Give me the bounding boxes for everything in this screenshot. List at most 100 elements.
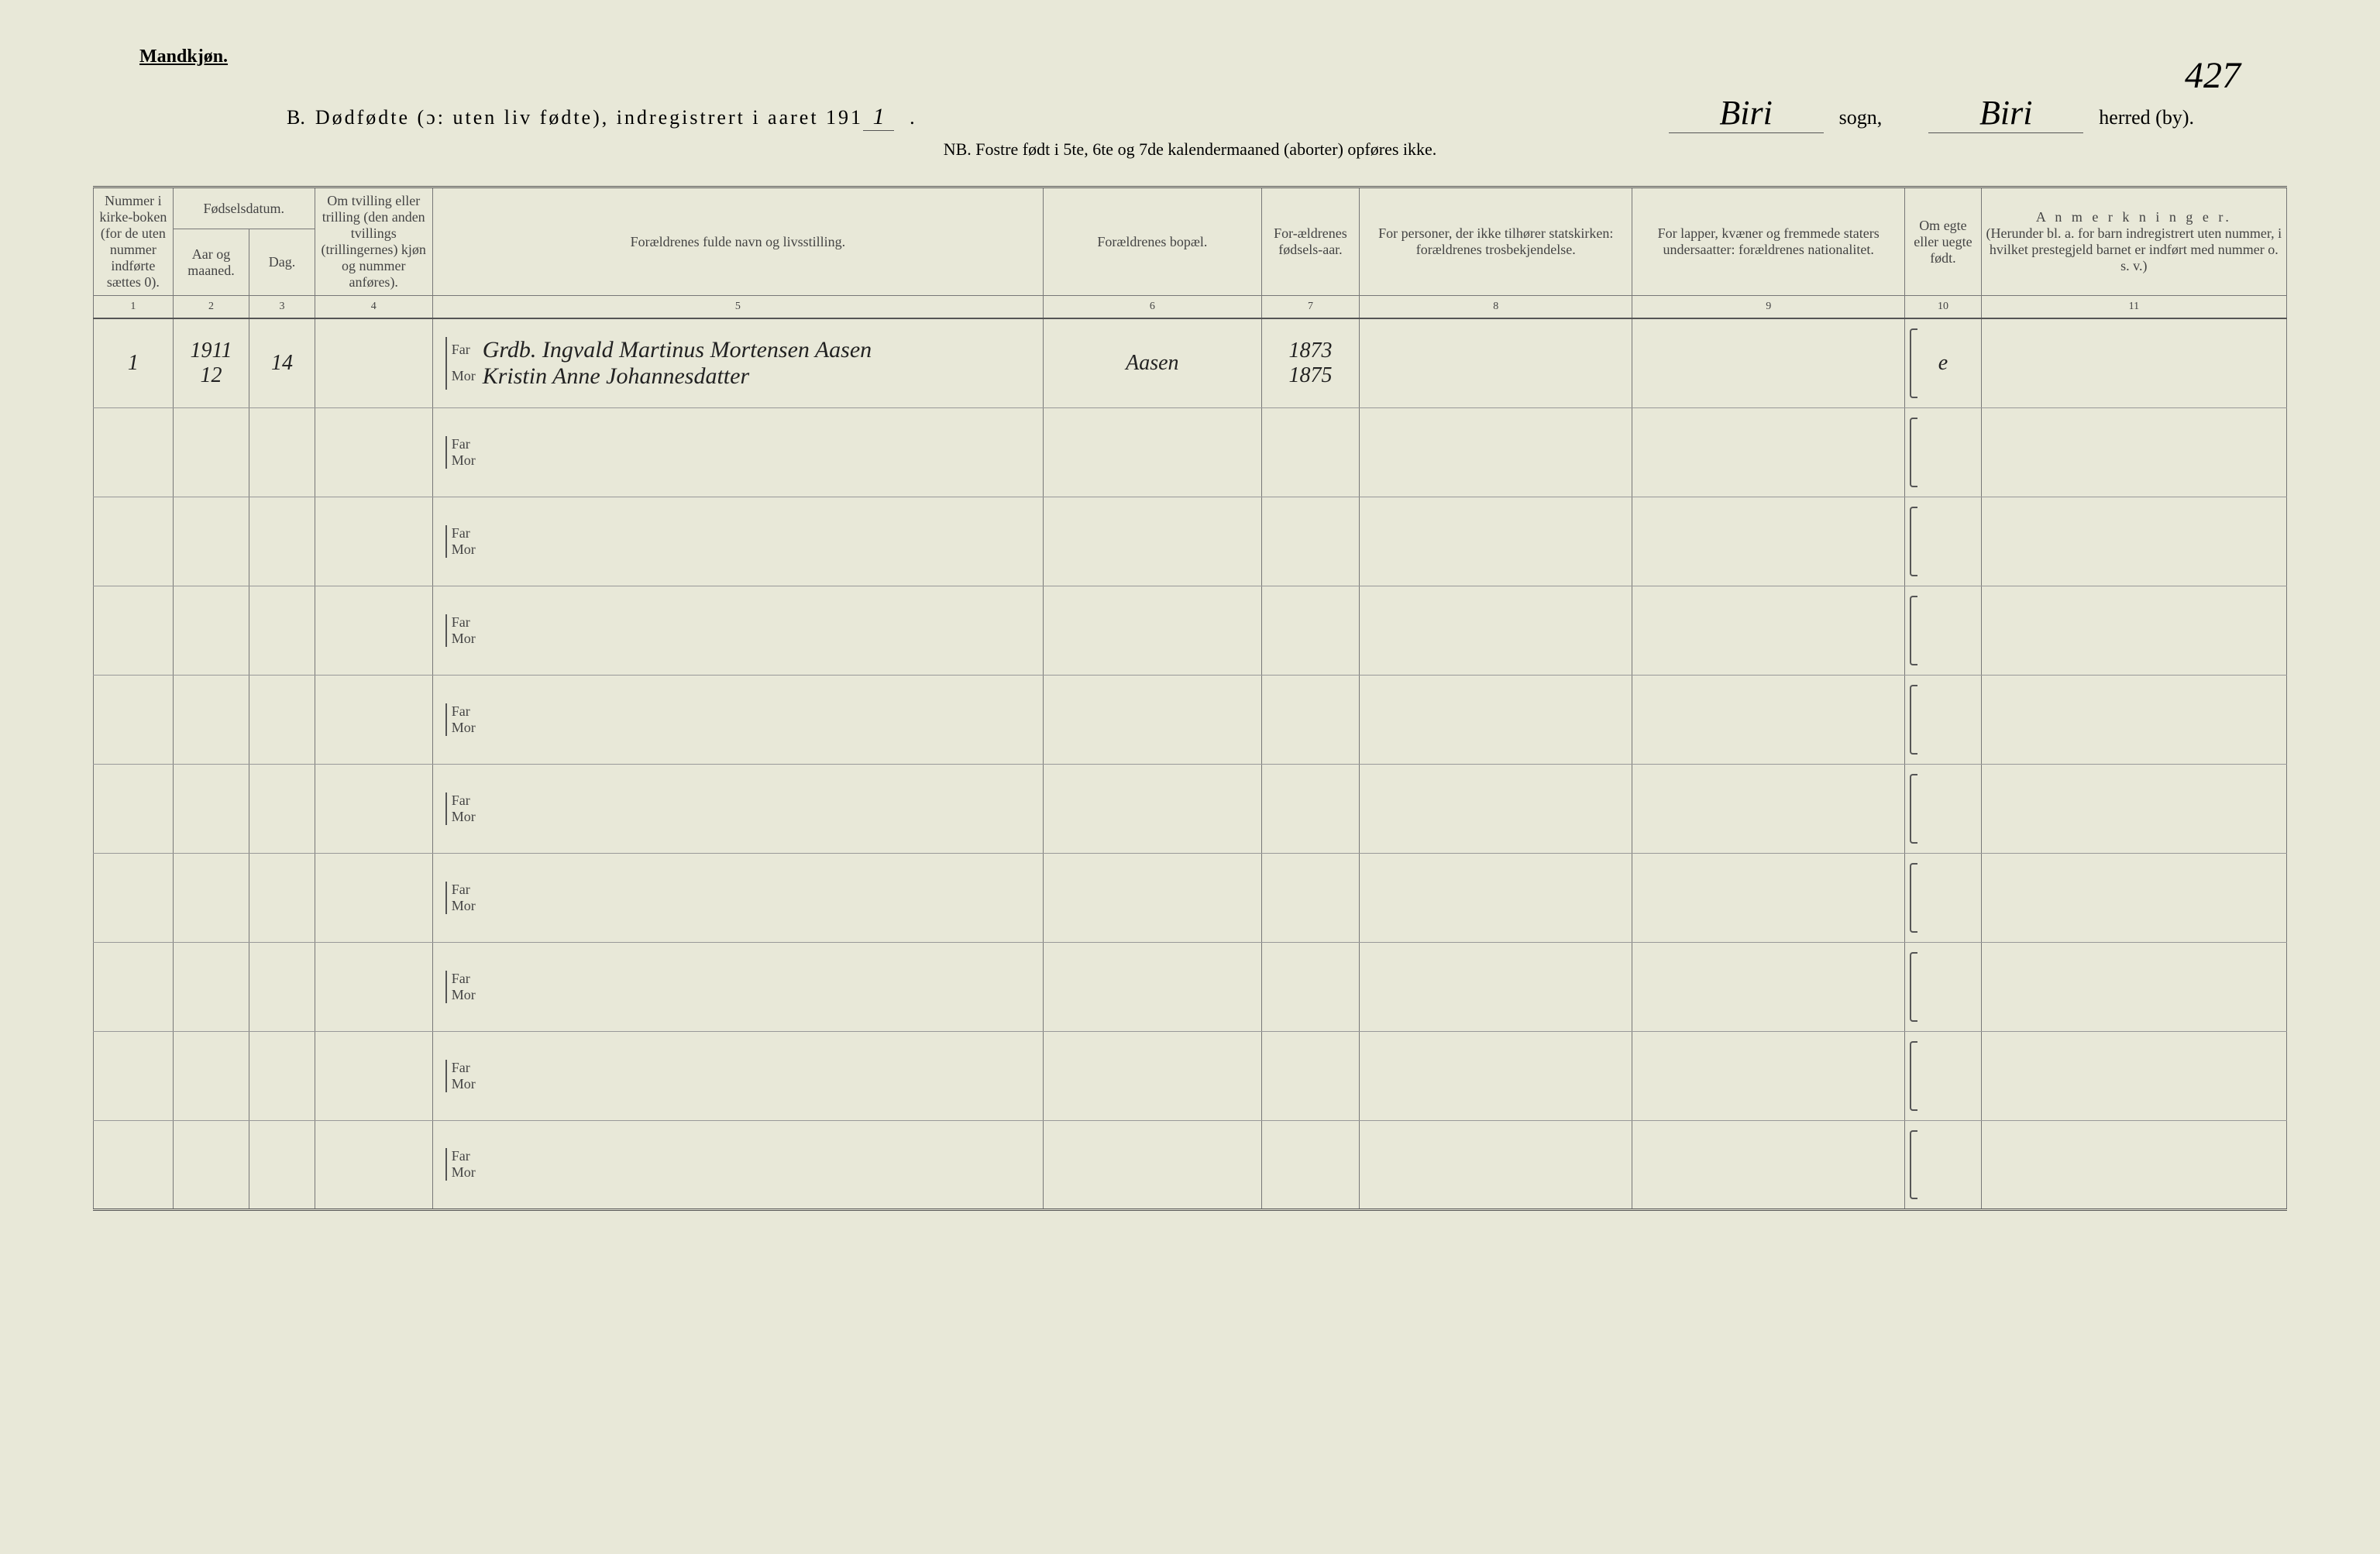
cell-num [94, 853, 174, 942]
cell-year-month [173, 942, 249, 1031]
colnum-1: 1 [94, 296, 174, 319]
cell-egte: e [1905, 318, 1982, 407]
colnum-3: 3 [249, 296, 315, 319]
colhead-fodselsdatum: Fødselsdatum. [173, 187, 315, 229]
cell-anmerk [1981, 497, 2286, 586]
cell-nationalitet [1632, 1120, 1905, 1209]
cell-year-month [173, 764, 249, 853]
cell-fodselsaar [1261, 764, 1360, 853]
cell-nationalitet [1632, 1031, 1905, 1120]
colnum-9: 9 [1632, 296, 1905, 319]
cell-tros [1360, 942, 1632, 1031]
colhead-bopael: Forældrenes bopæl. [1044, 187, 1262, 296]
cell-anmerk [1981, 764, 2286, 853]
colhead-trosbekjendelse: For personer, der ikke tilhører statskir… [1360, 187, 1632, 296]
colhead-tvilling: Om tvilling eller trilling (den anden tv… [315, 187, 432, 296]
sogn-label: sogn, [1839, 106, 1883, 129]
cell-anmerk [1981, 853, 2286, 942]
cell-day: 14 [249, 318, 315, 407]
cell-nationalitet [1632, 407, 1905, 497]
form-header: B. Dødfødte (ɔ: uten liv fødte), indregi… [287, 93, 2241, 133]
cell-egte [1905, 764, 1982, 853]
cell-anmerk [1981, 586, 2286, 675]
herred-value: Biri [1928, 93, 2083, 133]
cell-parents: Far Mor [432, 586, 1043, 675]
mor-label: Mor [452, 452, 483, 469]
cell-parents: Far Mor [432, 407, 1043, 497]
mor-label: Mor [452, 368, 483, 384]
cell-tros [1360, 1031, 1632, 1120]
mor-value: Kristin Anne Johannesdatter [483, 363, 1030, 390]
cell-num [94, 1120, 174, 1209]
table-row: Far Mor [94, 675, 2287, 764]
colhead-dag: Dag. [249, 229, 315, 296]
cell-twin [315, 586, 432, 675]
cell-twin [315, 764, 432, 853]
cell-nationalitet [1632, 853, 1905, 942]
cell-nationalitet [1632, 942, 1905, 1031]
cell-bopael [1044, 675, 1262, 764]
cell-year-month [173, 497, 249, 586]
cell-parents: Far Mor [432, 1120, 1043, 1209]
cell-year-month [173, 853, 249, 942]
cell-day [249, 853, 315, 942]
cell-bopael [1044, 942, 1262, 1031]
cell-fodselsaar [1261, 675, 1360, 764]
cell-day [249, 586, 315, 675]
cell-fodselsaar [1261, 586, 1360, 675]
cell-nationalitet [1632, 497, 1905, 586]
cell-num [94, 675, 174, 764]
cell-fodselsaar [1261, 407, 1360, 497]
herred-label: herred (by). [2099, 106, 2194, 129]
cell-year-month: 1911 12 [173, 318, 249, 407]
cell-anmerk [1981, 1120, 2286, 1209]
cell-parents: Far Mor [432, 1031, 1043, 1120]
mor-label: Mor [452, 809, 483, 825]
colnum-4: 4 [315, 296, 432, 319]
page-number: 427 [2185, 54, 2241, 97]
cell-bopael [1044, 853, 1262, 942]
cell-nationalitet [1632, 764, 1905, 853]
cell-twin [315, 1120, 432, 1209]
cell-twin [315, 942, 432, 1031]
cell-twin [315, 497, 432, 586]
colhead-foreldre-navn: Forældrenes fulde navn og livsstilling. [432, 187, 1043, 296]
table-row: Far Mor [94, 853, 2287, 942]
cell-nationalitet [1632, 586, 1905, 675]
colnum-6: 6 [1044, 296, 1262, 319]
cell-tros [1360, 764, 1632, 853]
table-row: 1 1911 12 14 Far Grdb. Ingvald Martinus … [94, 318, 2287, 407]
cell-egte [1905, 675, 1982, 764]
cell-num [94, 586, 174, 675]
cell-nationalitet [1632, 318, 1905, 407]
cell-num [94, 764, 174, 853]
gender-label: Mandkjøn. [139, 46, 228, 67]
cell-parents: Far Mor [432, 675, 1043, 764]
cell-anmerk [1981, 942, 2286, 1031]
cell-egte [1905, 1120, 1982, 1209]
far-label: Far [452, 436, 483, 452]
far-label: Far [452, 342, 483, 358]
mor-label: Mor [452, 987, 483, 1003]
anmerk-title: A n m e r k n i n g e r. [1985, 209, 2283, 225]
cell-day [249, 764, 315, 853]
cell-year-month [173, 407, 249, 497]
cell-bopael [1044, 497, 1262, 586]
far-label: Far [452, 971, 483, 987]
colnum-5: 5 [432, 296, 1043, 319]
cell-tros [1360, 1120, 1632, 1209]
colnum-11: 11 [1981, 296, 2286, 319]
cell-parents: Far Mor [432, 853, 1043, 942]
cell-twin [315, 853, 432, 942]
colhead-nummer: Nummer i kirke-boken (for de uten nummer… [94, 187, 174, 296]
table-row: Far Mor [94, 942, 2287, 1031]
cell-anmerk [1981, 675, 2286, 764]
cell-year-month [173, 586, 249, 675]
cell-num: 1 [94, 318, 174, 407]
cell-num [94, 497, 174, 586]
mor-label: Mor [452, 1076, 483, 1092]
cell-tros [1360, 497, 1632, 586]
colnum-7: 7 [1261, 296, 1360, 319]
cell-anmerk [1981, 407, 2286, 497]
cell-bopael [1044, 1120, 1262, 1209]
